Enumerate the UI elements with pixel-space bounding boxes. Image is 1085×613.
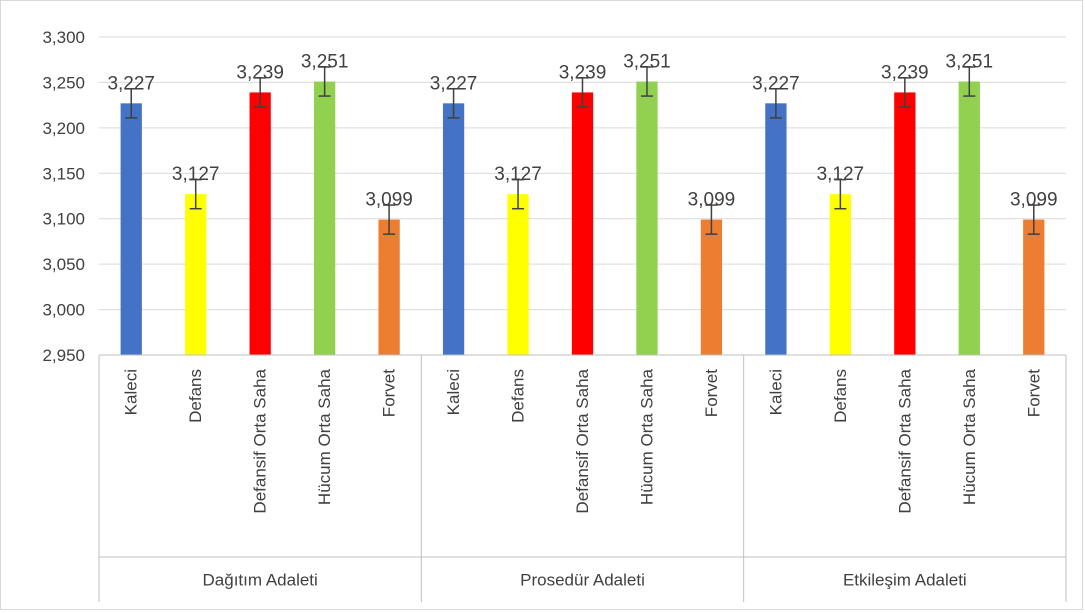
bar [636, 81, 658, 356]
data-label: 3,239 [881, 62, 929, 83]
y-tick-label: 3,150 [42, 164, 85, 183]
group-label: Etkileşim Adaleti [843, 571, 967, 590]
category-label: Forvet [380, 369, 399, 417]
bar [249, 92, 271, 356]
y-tick-label: 3,300 [42, 28, 85, 47]
data-label: 3,239 [236, 62, 284, 83]
bar [958, 81, 980, 356]
bar [765, 103, 787, 355]
bar [894, 92, 916, 356]
data-label: 3,127 [494, 164, 542, 185]
group-label: Prosedür Adaleti [520, 571, 645, 590]
y-axis-ticks: 2,950 3,000 3,050 3,100 3,150 3,200 3,250 3,300 [42, 28, 85, 365]
bar [1023, 219, 1045, 355]
category-label: Forvet [1024, 369, 1043, 417]
category-label: Defans [831, 369, 850, 423]
category-label: Kaleci [122, 369, 141, 415]
y-tick-label: 3,100 [42, 210, 85, 229]
group-label: Dağıtım Adaleti [203, 571, 318, 590]
category-label: Hücum Orta Saha [960, 368, 979, 505]
bar [700, 219, 723, 355]
bar [185, 194, 207, 355]
data-label: 3,227 [107, 73, 155, 94]
category-label: Defans [509, 369, 528, 423]
data-label: 3,239 [559, 62, 607, 83]
category-label: Hücum Orta Saha [637, 368, 656, 505]
category-label: Defansif Orta Saha [251, 368, 270, 513]
category-label: Hücum Orta Saha [315, 368, 334, 505]
y-tick-label: 3,050 [42, 255, 85, 274]
bar [120, 103, 142, 355]
y-tick-label: 3,000 [42, 301, 85, 320]
bar [313, 81, 336, 356]
bar [378, 219, 400, 355]
data-label: 3,251 [623, 52, 671, 73]
data-label: 3,099 [1010, 190, 1058, 211]
category-label: Forvet [702, 369, 721, 417]
bar [829, 194, 852, 355]
category-label: Kaleci [444, 369, 463, 415]
bar [571, 92, 594, 356]
error-bars [125, 66, 1040, 235]
category-label: Defansif Orta Saha [573, 368, 592, 513]
data-label: 3,251 [301, 52, 349, 73]
y-tick-label: 3,250 [42, 73, 85, 92]
value-labels: 3,227 3,127 3,239 3,251 3,099 3,227 3,127 3,239… [107, 52, 1057, 211]
data-label: 3,227 [430, 73, 478, 94]
category-label: Defans [186, 369, 205, 423]
bars [120, 81, 1045, 356]
category-label: Defansif Orta Saha [895, 368, 914, 513]
y-tick-label: 2,950 [42, 346, 85, 365]
data-label: 3,099 [688, 190, 736, 211]
data-label: 3,127 [172, 164, 220, 185]
data-label: 3,127 [817, 164, 865, 185]
category-axis: Kaleci Defans Defansif Orta Saha Hücum Orta… [98, 354, 1067, 602]
y-tick-label: 3,200 [42, 119, 85, 138]
data-label: 3,251 [946, 52, 994, 73]
data-label: 3,227 [752, 73, 800, 94]
bar [442, 103, 465, 355]
bar [507, 194, 529, 355]
data-label: 3,099 [365, 190, 413, 211]
category-label: Kaleci [766, 369, 785, 415]
